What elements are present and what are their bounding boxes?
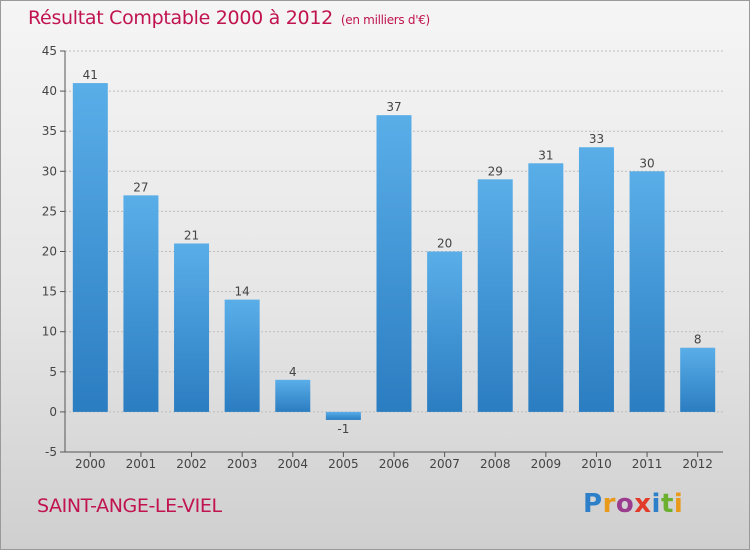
- data-label: 33: [589, 132, 604, 146]
- y-tick-label: 5: [49, 365, 57, 379]
- x-tick-label: 2008: [480, 457, 511, 471]
- bar: [376, 115, 412, 412]
- logo-letter: r: [602, 489, 616, 519]
- x-tick-label: 2010: [581, 457, 612, 471]
- data-label: 8: [694, 333, 702, 347]
- data-label: 27: [133, 180, 148, 194]
- y-tick-labels: -5 0 5 10 15 20 25 30 35 40 45: [42, 44, 57, 459]
- logo-letter: t: [660, 489, 674, 519]
- data-label: 30: [639, 156, 654, 170]
- bar: [629, 171, 665, 412]
- bar: [325, 411, 361, 420]
- title-text: Résultat Comptable 2000 à 2012: [28, 7, 333, 29]
- y-tick-label: 10: [42, 325, 57, 339]
- data-label: 4: [289, 365, 297, 379]
- y-tick-label: 30: [42, 164, 57, 178]
- y-tick-label: 35: [42, 124, 57, 138]
- x-tick-label: 2002: [176, 457, 207, 471]
- bar: [477, 179, 513, 412]
- data-label: 14: [235, 285, 250, 299]
- bar: [528, 163, 564, 412]
- logo-letter: P: [583, 489, 603, 519]
- bar: [275, 379, 311, 412]
- x-tick-labels: 2000 2001 2002 2003 2004 2005 2006 2007 2008 2009…: [75, 457, 713, 471]
- bar: [174, 243, 210, 412]
- y-tick-label: -5: [45, 445, 57, 459]
- bars: [72, 83, 716, 420]
- data-label: 20: [437, 237, 452, 251]
- y-tick-label: 20: [42, 245, 57, 259]
- x-tick-label: 2012: [682, 457, 713, 471]
- y-tick-label: 0: [49, 405, 57, 419]
- axes: [60, 50, 723, 457]
- x-tick-label: 2009: [531, 457, 562, 471]
- bar: [578, 147, 614, 412]
- x-tick-label: 2000: [75, 457, 106, 471]
- proxiti-logo[interactable]: Proxiti: [583, 489, 683, 519]
- bar: [680, 347, 716, 412]
- logo-letter: o: [615, 489, 635, 519]
- bar: [427, 251, 463, 412]
- x-tick-label: 2004: [277, 457, 308, 471]
- data-label: 41: [83, 68, 98, 82]
- x-tick-label: 2001: [126, 457, 157, 471]
- data-labels: 41 27 21 14 4 -1 37 20 29 31 33 30 8: [83, 68, 702, 436]
- x-tick-label: 2005: [328, 457, 359, 471]
- logo-letter: i: [651, 489, 661, 519]
- chart-title: Résultat Comptable 2000 à 2012 (en millie…: [28, 7, 430, 29]
- bar: [123, 195, 159, 412]
- x-tick-label: 2011: [632, 457, 663, 471]
- bar: [72, 83, 108, 412]
- logo-letter: x: [634, 489, 652, 519]
- data-label: 21: [184, 228, 199, 242]
- data-label: 29: [488, 164, 503, 178]
- data-label: -1: [337, 422, 349, 436]
- x-tick-label: 2003: [227, 457, 258, 471]
- y-tick-label: 40: [42, 84, 57, 98]
- data-label: 37: [386, 100, 401, 114]
- y-tick-label: 15: [42, 285, 57, 299]
- chart-subtitle: (en milliers d'€): [340, 13, 430, 27]
- x-tick-label: 2007: [429, 457, 460, 471]
- commune-name: SAINT-ANGE-LE-VIEL: [37, 495, 222, 517]
- logo-letter: i: [673, 489, 684, 519]
- bar: [224, 299, 260, 412]
- x-tick-label: 2006: [379, 457, 410, 471]
- data-label: 31: [538, 148, 553, 162]
- y-tick-label: 25: [42, 204, 57, 218]
- y-tick-label: 45: [42, 44, 57, 58]
